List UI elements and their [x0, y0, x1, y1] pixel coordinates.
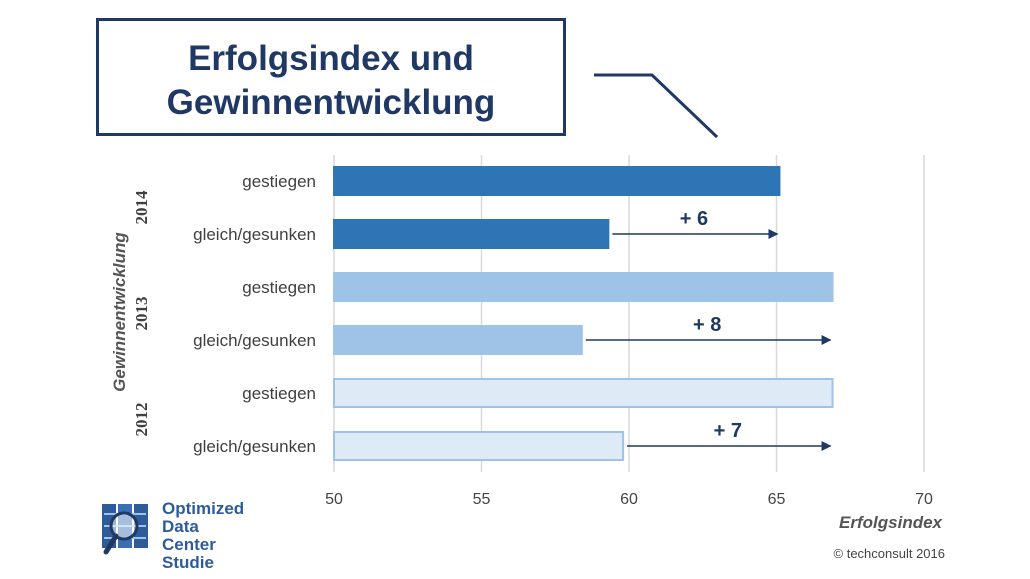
- x-tick-label: 70: [915, 491, 933, 508]
- year-label: 2012: [132, 403, 151, 437]
- x-axis-title: Erfolgsindex: [839, 513, 942, 532]
- y-axis-title: Gewinnentwicklung: [110, 232, 129, 392]
- category-label: gleich/gesunken: [193, 331, 316, 350]
- label-layer: 50 55 60 65 70 gestiegen gleich/gesunken 2014 ge…: [132, 172, 933, 508]
- study-logo: Optimized Data Center Studie: [100, 500, 250, 572]
- logo-line-1: Optimized: [162, 499, 245, 518]
- x-tick-label: 65: [768, 491, 786, 508]
- bar: [333, 431, 625, 461]
- category-label: gestiegen: [242, 384, 316, 403]
- year-label: 2014: [132, 190, 151, 225]
- bar-layer: [333, 166, 834, 461]
- arrow-layer: + 6 + 8 + 7: [585, 208, 832, 451]
- difference-label: + 8: [693, 314, 721, 336]
- bar: [333, 166, 781, 196]
- bar: [333, 219, 610, 249]
- year-label: 2013: [132, 297, 151, 331]
- bar: [333, 378, 834, 408]
- x-tick-label: 60: [620, 491, 638, 508]
- copyright: © techconsult 2016: [833, 546, 945, 561]
- category-label: gestiegen: [242, 278, 316, 297]
- chart-title: Erfolgsindex und Gewinnentwicklung: [166, 39, 496, 122]
- grid-layer: [333, 155, 925, 472]
- bar: [333, 272, 834, 302]
- server-magnifier-icon: [102, 504, 148, 555]
- title-callout-line: [594, 73, 719, 139]
- difference-label: + 6: [680, 208, 708, 230]
- bar: [333, 325, 583, 355]
- category-label: gleich/gesunken: [193, 437, 316, 456]
- x-tick-label: 55: [473, 491, 491, 508]
- logo-line-2: Data Center: [162, 517, 216, 554]
- title-box: Erfolgsindex und Gewinnentwicklung: [96, 18, 566, 136]
- logo-text: Optimized Data Center Studie: [162, 500, 250, 572]
- logo-line-3: Studie: [162, 553, 214, 572]
- category-label: gleich/gesunken: [193, 225, 316, 244]
- category-label: gestiegen: [242, 172, 316, 191]
- x-tick-label: 50: [325, 491, 343, 508]
- difference-label: + 7: [714, 420, 742, 442]
